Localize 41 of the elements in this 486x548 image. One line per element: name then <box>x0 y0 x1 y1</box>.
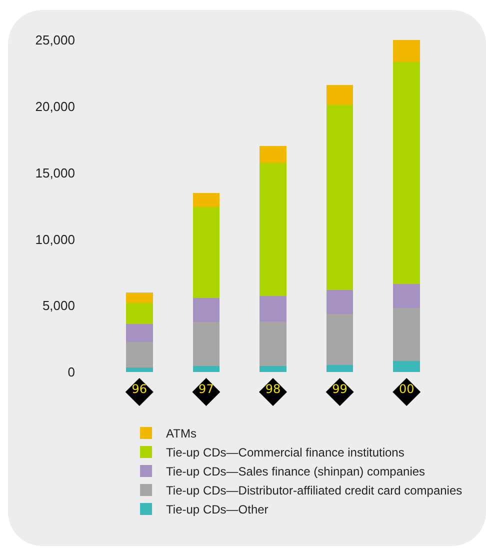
bar <box>126 367 153 372</box>
bar <box>393 360 420 372</box>
bar <box>260 366 286 372</box>
bar <box>393 308 420 361</box>
legend-label: Tie-up CDs—Other <box>166 502 268 517</box>
bar <box>126 342 153 368</box>
y-tick-label: 25,000 <box>35 32 75 48</box>
x-tick-label: 97 <box>198 382 214 396</box>
bar <box>260 163 286 296</box>
x-tick-label: 00 <box>398 382 414 396</box>
bar <box>192 322 220 366</box>
bar <box>192 193 220 208</box>
legend-label: Tie-up CDs—Sales finance (shinpan) companies <box>166 464 426 479</box>
bar <box>260 146 286 164</box>
bar <box>192 298 220 322</box>
bar <box>326 314 354 365</box>
bar <box>260 321 286 366</box>
legend-label: Tie-up CDs—Distributor-affiliated credit card companies <box>166 484 462 498</box>
x-tick-label: 96 <box>132 382 148 396</box>
y-tick-label: 20,000 <box>35 98 75 114</box>
x-tick-label: 99 <box>332 382 348 396</box>
bar <box>126 324 153 342</box>
legend-label: ATMs <box>166 426 196 441</box>
y-tick-label: 5,000 <box>42 298 75 314</box>
bar <box>126 303 153 324</box>
x-tick-label: 98 <box>265 382 281 396</box>
bar <box>260 296 286 322</box>
bar <box>192 366 220 372</box>
bar <box>126 292 153 304</box>
y-tick-label: 10,000 <box>35 232 75 247</box>
legend-label: Tie-up CDs—Commercial finance institutions <box>166 446 404 460</box>
bar <box>326 364 354 372</box>
bar <box>326 85 354 106</box>
bar <box>393 62 420 284</box>
bar <box>326 290 354 314</box>
bar <box>393 40 420 62</box>
y-tick-label: 15,000 <box>35 165 75 180</box>
y-tick-label: 0 <box>68 364 75 380</box>
bar <box>192 207 220 298</box>
bar <box>326 105 354 290</box>
bar <box>393 284 420 308</box>
